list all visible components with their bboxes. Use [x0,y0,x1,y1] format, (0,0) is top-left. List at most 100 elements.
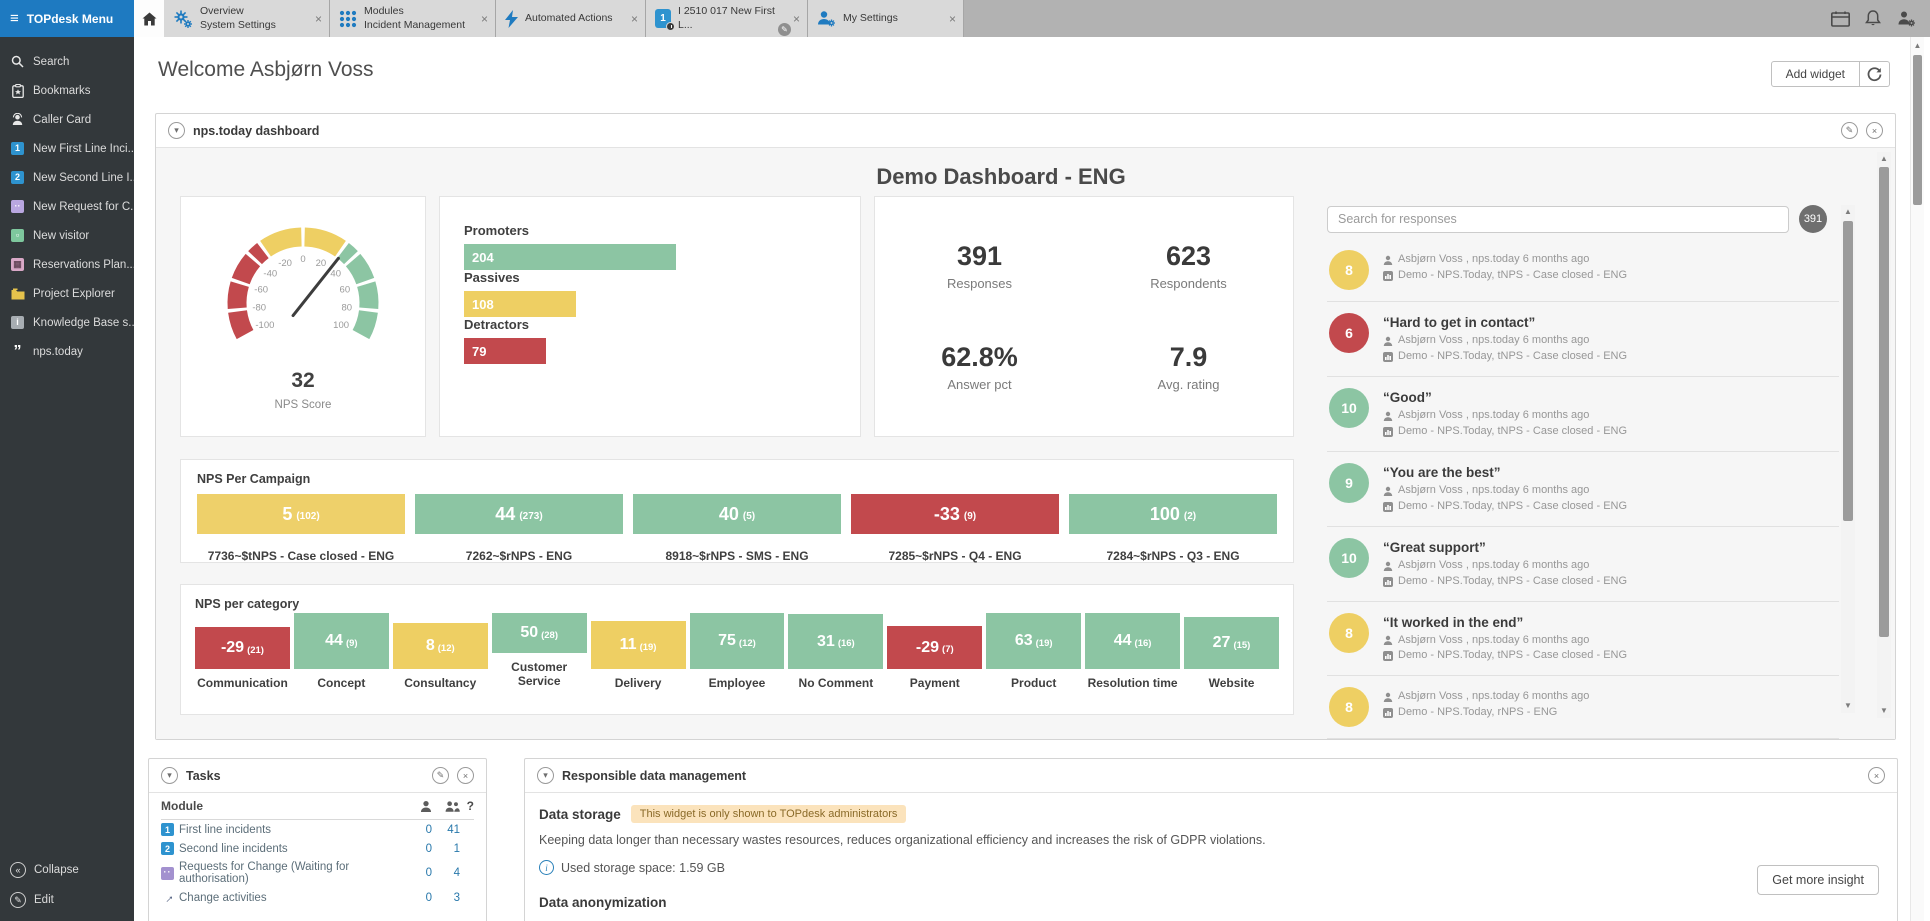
category-bar: 44 (9) [293,613,389,669]
page-scrollbar[interactable]: ▲ [1910,37,1924,921]
response-campaign: Demo - NPS.Today, tNPS - Case closed - E… [1398,349,1628,362]
stat-answer-pct: 62.8% Answer pct [941,342,1018,393]
close-icon[interactable]: × [630,11,638,26]
tab-system-settings[interactable]: Overview System Settings × [164,0,330,37]
scroll-up-arrow[interactable]: ▲ [1844,207,1852,216]
category-bar: 63 (19) [986,613,1082,669]
refresh-button[interactable] [1860,61,1890,87]
response-item[interactable]: 10 “Good” Asbjørn Voss , nps.today 6 mon… [1327,377,1839,452]
search-input[interactable] [1327,205,1789,233]
sidebar-item-bookmarks[interactable]: Bookmarks [0,76,134,105]
campaign-label: 7285~$rNPS - Q4 - ENG [888,549,1022,563]
my-count[interactable]: 0 [425,842,432,855]
planner-icon[interactable] [1831,11,1850,27]
scroll-thumb[interactable] [1913,55,1922,205]
sidebar-item-reservations-planner[interactable]: ▦ Reservations Plan... [0,250,134,279]
module-label[interactable]: Change activities [179,891,267,904]
task-row[interactable]: Second line incidents 0 1 [161,839,474,858]
sidebar-item-knowledge-base[interactable]: i Knowledge Base s... [0,308,134,337]
my-count[interactable]: 0 [425,891,432,904]
chevron-down-icon[interactable]: ▾ [161,767,178,784]
sidebar-item-project-explorer[interactable]: Project Explorer [0,279,134,308]
close-icon[interactable]: × [948,11,956,26]
response-author: Asbjørn Voss , nps.today 6 months ago [1398,483,1590,496]
total-count[interactable]: 41 [447,823,460,836]
tab-my-settings[interactable]: My Settings × [808,0,964,37]
module-label[interactable]: Second line incidents [179,842,288,855]
tab-incident-management[interactable]: Modules Incident Management × [330,0,496,37]
scroll-down-arrow[interactable]: ▼ [1844,701,1852,710]
total-count[interactable]: 4 [453,867,460,879]
response-item[interactable]: 8 Asbjørn Voss , nps.today 6 months ago … [1327,239,1839,302]
close-widget-icon[interactable]: × [1868,767,1885,784]
close-icon[interactable]: × [314,11,322,26]
module-label[interactable]: Requests for Change (Waiting for authori… [179,861,350,885]
svg-text:60: 60 [340,284,351,295]
edit-button[interactable]: ✎ Edit [0,885,134,915]
task-row[interactable]: Change activities 0 3 [161,888,474,907]
close-widget-icon[interactable]: × [457,767,474,784]
response-item[interactable]: 8 “It worked in the end” Asbjørn Voss , … [1327,602,1839,677]
total-count[interactable]: 3 [453,891,460,904]
category-label: Website [1208,676,1255,690]
scroll-thumb[interactable] [1879,167,1889,637]
sidebar-item-search[interactable]: Search [0,47,134,76]
edit-widget-icon[interactable]: ✎ [432,767,449,784]
sidebar-item-new-first-line-incident[interactable]: 1 New First Line Inci... [0,134,134,163]
sidebar-item-caller-card[interactable]: Caller Card [0,105,134,134]
response-item[interactable]: 9 “You are the best” Asbjørn Voss , nps.… [1327,452,1839,527]
close-icon[interactable]: × [480,11,488,26]
scroll-thumb[interactable] [1843,221,1853,521]
dashboard-scrollbar[interactable]: ▲ ▼ [1877,152,1891,718]
chevron-down-icon[interactable]: ▾ [168,122,185,139]
chart-icon [1383,351,1393,362]
topdesk-menu-button[interactable]: ≡ TOPdesk Menu [0,0,134,37]
bell-icon[interactable] [1865,10,1881,27]
task-row[interactable]: First line incidents 0 41 [161,820,474,839]
assigned-to-team-icon [445,800,460,812]
task-row[interactable]: Requests for Change (Waiting for authori… [161,858,474,888]
incident-document-icon: 1 [655,9,675,31]
clock-badge-icon [666,22,675,31]
help-link[interactable]: ? [466,799,474,813]
category-label: Customer Service [511,660,568,688]
responses-scrollbar[interactable]: ▲ ▼ [1841,205,1855,713]
response-item[interactable]: 10 “Great support” Asbjørn Voss , nps.to… [1327,527,1839,602]
my-count[interactable]: 0 [425,823,432,836]
scroll-down-arrow[interactable]: ▼ [1880,706,1888,715]
response-campaign: Demo - NPS.Today, tNPS - Case closed - E… [1398,574,1628,587]
chevron-down-icon[interactable]: ▾ [537,767,554,784]
sidebar-item-new-request-for-change[interactable]: ·· New Request for C... [0,192,134,221]
response-campaign: Demo - NPS.Today, tNPS - Case closed - E… [1398,268,1628,281]
response-author: Asbjørn Voss , nps.today 6 months ago [1398,408,1590,421]
scroll-up-arrow[interactable]: ▲ [1913,41,1922,50]
distribution-bar: 108 [464,291,576,317]
scroll-up-arrow[interactable]: ▲ [1880,154,1888,163]
collapse-button[interactable]: « Collapse [0,855,134,885]
total-count[interactable]: 1 [453,842,460,855]
category-label: Payment [909,676,960,690]
tab-automated-actions[interactable]: Automated Actions × [496,0,646,37]
response-item[interactable]: 8 Asbjørn Voss , nps.today 6 months ago … [1327,676,1839,739]
tab-bar: Overview System Settings × Modules Inciden… [134,0,1930,37]
response-item[interactable]: 6 “Hard to get in contact” Asbjørn Voss … [1327,302,1839,377]
module-label[interactable]: First line incidents [179,823,272,836]
edit-widget-icon[interactable]: ✎ [1841,122,1858,139]
home-button[interactable] [134,0,164,37]
svg-text:20: 20 [316,258,327,269]
sidebar-item-nps-today[interactable]: ” nps.today [0,337,134,366]
user-gear-icon[interactable] [1896,10,1916,27]
category-section-title: NPS per category [195,597,300,611]
assigned-to-me-icon [420,800,432,812]
second-line-incident-icon: 2 [10,170,25,185]
close-icon[interactable]: × [792,11,800,26]
response-author: Asbjørn Voss , nps.today 6 months ago [1398,690,1590,703]
close-widget-icon[interactable]: × [1866,122,1883,139]
add-widget-button[interactable]: Add widget [1770,61,1860,87]
get-more-insight-button[interactable]: Get more insight [1757,865,1879,895]
tab-incident-card[interactable]: 1 I 2510 017 New First L... × ✎ [646,0,808,37]
sidebar-item-new-visitor[interactable]: ▫ New visitor [0,221,134,250]
sidebar-item-new-second-line-incident[interactable]: 2 New Second Line I... [0,163,134,192]
my-count[interactable]: 0 [425,867,432,879]
svg-text:-40: -40 [263,269,277,280]
